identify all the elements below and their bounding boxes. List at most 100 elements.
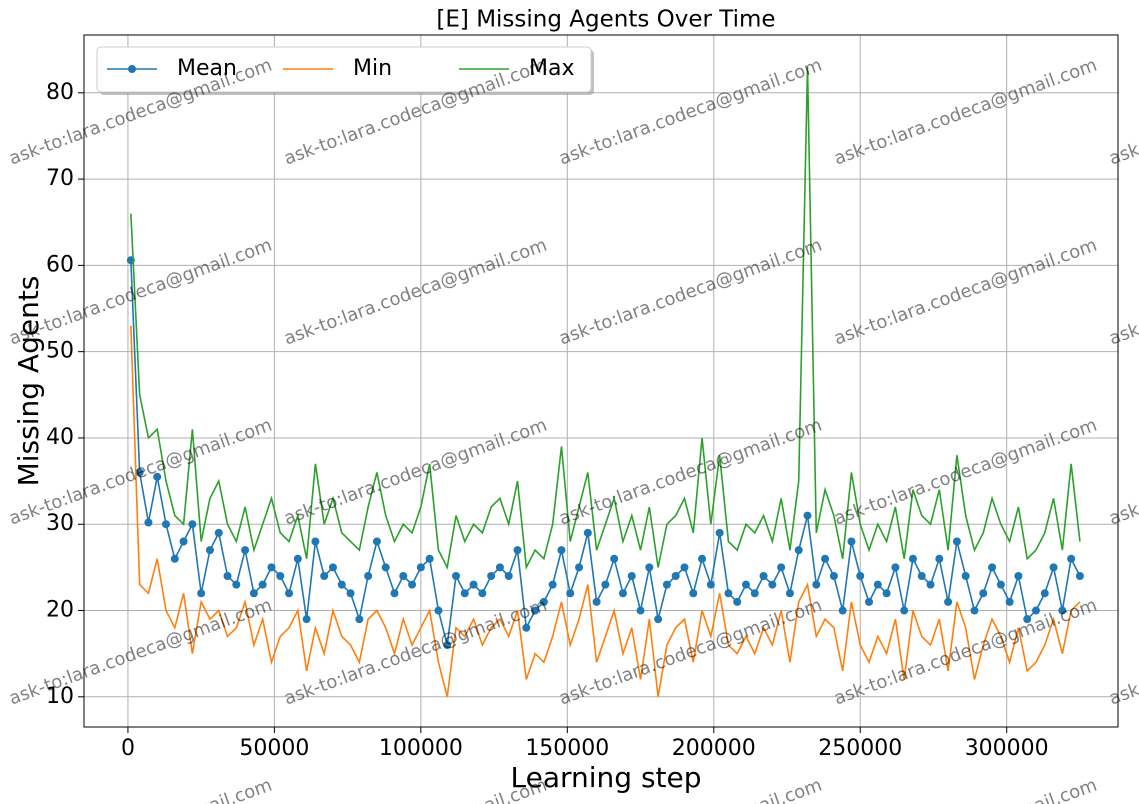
point xyxy=(794,546,803,555)
point xyxy=(144,518,153,527)
point xyxy=(504,572,513,581)
y-tick-label: 40 xyxy=(46,425,74,450)
point xyxy=(873,580,882,589)
point xyxy=(487,572,496,581)
point xyxy=(232,580,241,589)
point xyxy=(460,589,469,598)
point xyxy=(1058,606,1067,615)
x-tick-label: 100000 xyxy=(379,736,463,761)
point xyxy=(662,580,671,589)
point xyxy=(337,580,346,589)
point xyxy=(258,580,267,589)
point xyxy=(381,563,390,572)
point xyxy=(539,597,548,606)
point xyxy=(1075,572,1084,581)
y-tick-label: 70 xyxy=(46,166,74,191)
point xyxy=(408,580,417,589)
point xyxy=(223,572,232,581)
point xyxy=(610,554,619,563)
point xyxy=(979,589,988,598)
point xyxy=(276,572,285,581)
point xyxy=(346,589,355,598)
point xyxy=(522,623,531,632)
point xyxy=(179,537,188,546)
point xyxy=(821,554,830,563)
point xyxy=(856,572,865,581)
point xyxy=(944,597,953,606)
point xyxy=(513,546,522,555)
point xyxy=(996,580,1005,589)
y-tick-label: 60 xyxy=(46,252,74,277)
point xyxy=(680,563,689,572)
point xyxy=(170,554,179,563)
point xyxy=(320,572,329,581)
point xyxy=(399,572,408,581)
point xyxy=(1067,554,1076,563)
point xyxy=(952,537,961,546)
point xyxy=(627,572,636,581)
legend-label: Mean xyxy=(177,56,237,81)
point xyxy=(583,528,592,537)
y-tick-label: 80 xyxy=(46,80,74,105)
point xyxy=(1049,563,1058,572)
y-tick-label: 10 xyxy=(46,684,74,709)
point xyxy=(267,563,276,572)
point xyxy=(970,606,979,615)
point xyxy=(205,546,214,555)
point xyxy=(917,572,926,581)
point xyxy=(548,580,557,589)
point xyxy=(1031,606,1040,615)
point xyxy=(777,563,786,572)
point xyxy=(443,641,452,650)
point xyxy=(812,580,821,589)
point xyxy=(162,520,171,529)
point xyxy=(988,563,997,572)
point xyxy=(188,520,197,529)
point xyxy=(961,572,970,581)
point xyxy=(865,597,874,606)
point xyxy=(302,615,311,624)
legend-marker xyxy=(128,65,136,73)
point xyxy=(654,615,663,624)
point xyxy=(803,511,812,520)
point xyxy=(900,606,909,615)
x-tick-label: 50000 xyxy=(239,736,309,761)
point xyxy=(891,563,900,572)
point xyxy=(741,580,750,589)
legend-label: Min xyxy=(353,56,392,81)
series-line xyxy=(130,66,1081,571)
point xyxy=(935,554,944,563)
point xyxy=(241,546,250,555)
point xyxy=(1040,589,1049,598)
point xyxy=(355,615,364,624)
y-tick-label: 20 xyxy=(46,598,74,623)
point xyxy=(706,580,715,589)
point xyxy=(249,589,258,598)
point xyxy=(636,606,645,615)
x-tick-label: 150000 xyxy=(525,736,609,761)
x-tick-label: 200000 xyxy=(672,736,756,761)
point xyxy=(689,589,698,598)
point xyxy=(724,589,733,598)
point xyxy=(759,572,768,581)
point xyxy=(311,537,320,546)
legend-box xyxy=(96,46,592,93)
point xyxy=(645,563,654,572)
point xyxy=(575,563,584,572)
point xyxy=(293,554,302,563)
x-tick-label: 300000 xyxy=(965,736,1049,761)
point xyxy=(214,528,223,537)
point xyxy=(452,572,461,581)
point xyxy=(882,589,891,598)
chart-title: [E] Missing Agents Over Time xyxy=(436,7,775,33)
point xyxy=(197,589,206,598)
point xyxy=(478,589,487,598)
point xyxy=(1023,615,1032,624)
point xyxy=(1014,572,1023,581)
point xyxy=(847,537,856,546)
point xyxy=(531,606,540,615)
point xyxy=(750,589,759,598)
point xyxy=(425,554,434,563)
